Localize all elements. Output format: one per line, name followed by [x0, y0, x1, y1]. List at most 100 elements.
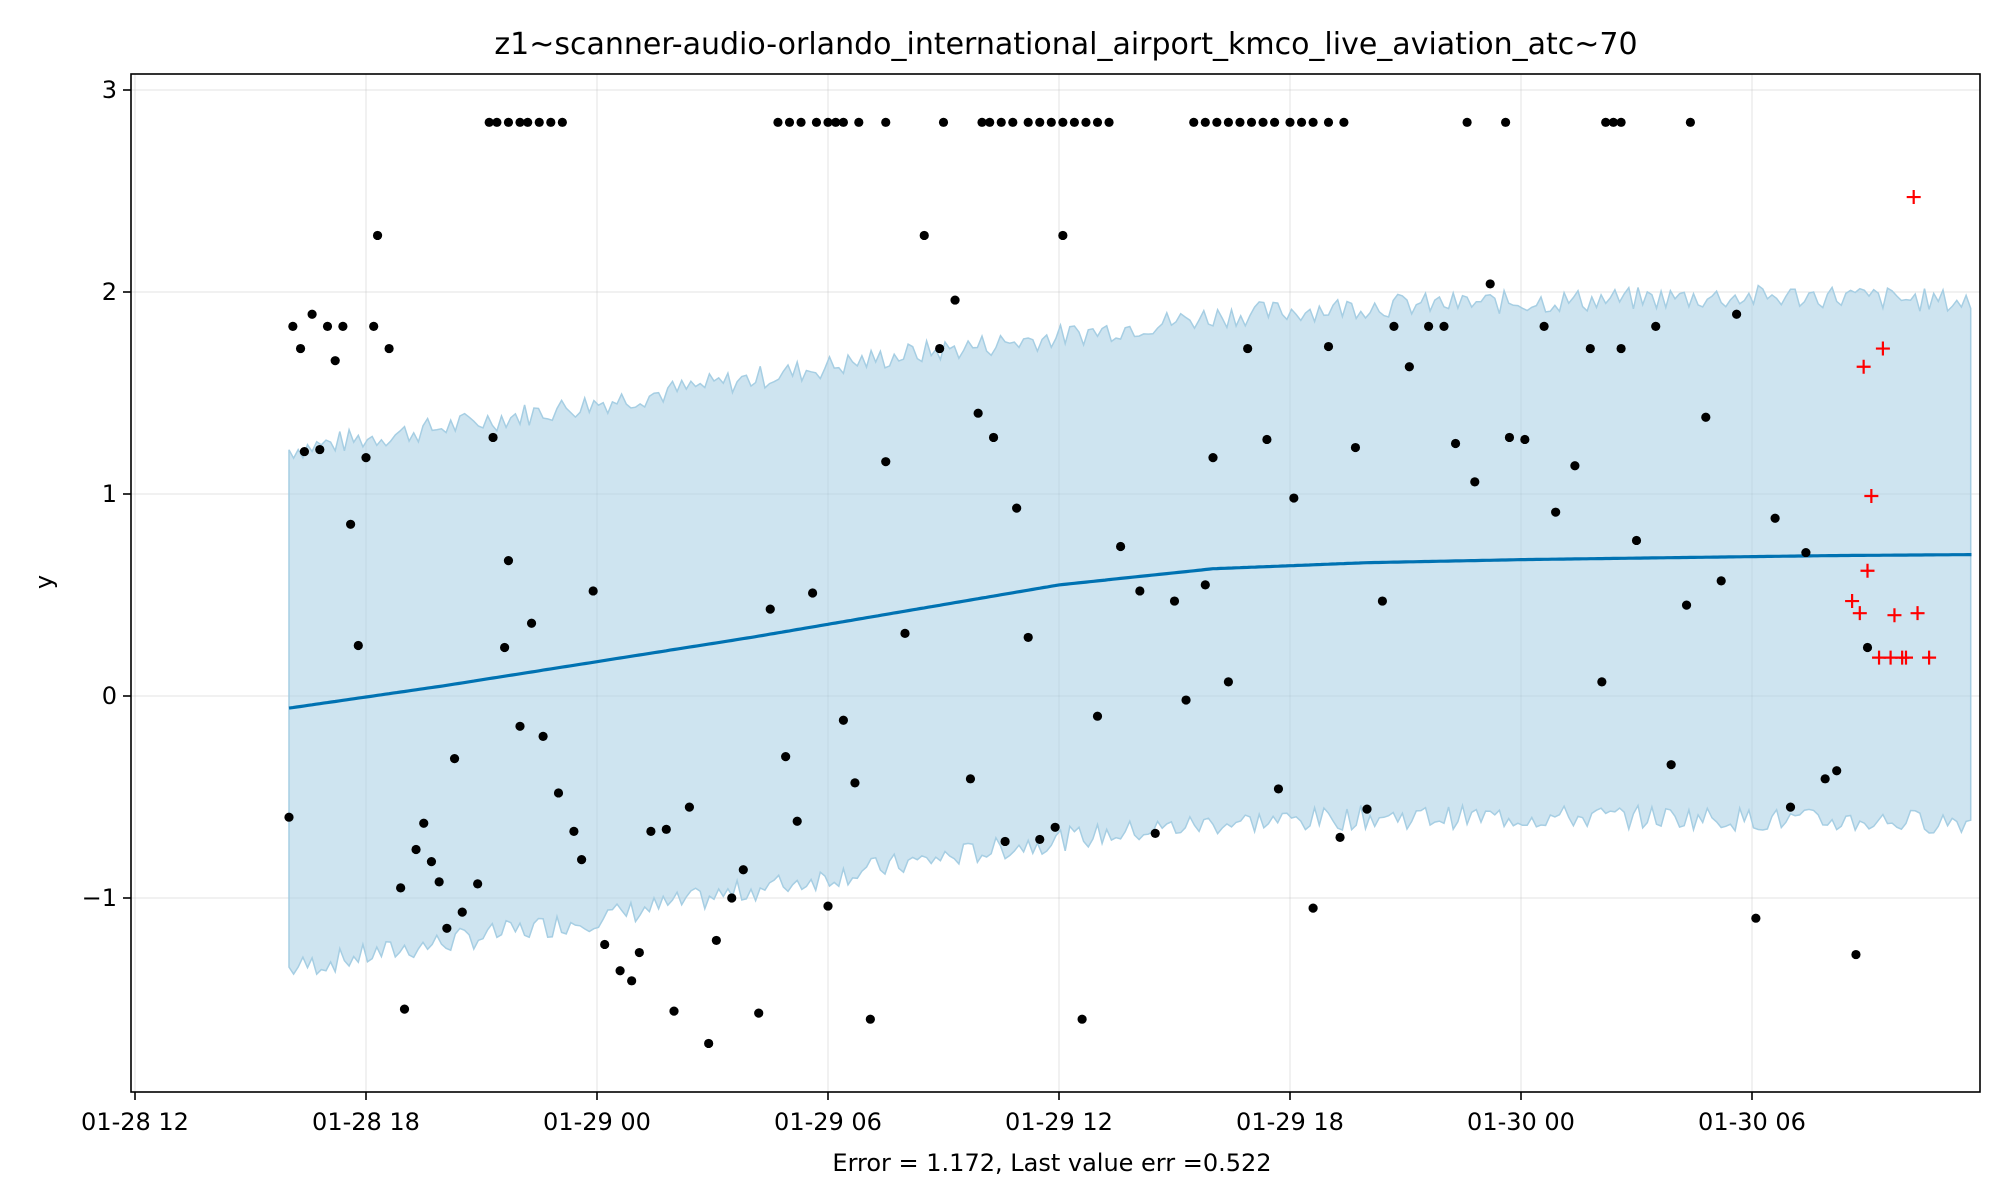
observed-point	[534, 117, 544, 127]
observed-point	[1058, 230, 1068, 241]
observed-point	[1716, 576, 1726, 586]
observed-point	[1035, 834, 1045, 845]
observed-point	[442, 923, 452, 933]
observed-point	[315, 444, 325, 455]
observed-point	[1323, 341, 1334, 352]
x-tick-label: 01-29 06	[774, 1108, 882, 1136]
observed-point	[838, 117, 849, 127]
holdout-marker	[1906, 190, 1921, 205]
observed-point	[1135, 586, 1145, 596]
observed-point	[1801, 547, 1811, 558]
observed-point	[1666, 760, 1676, 770]
observed-point	[449, 754, 460, 764]
observed-point	[1862, 642, 1873, 653]
observed-point	[1308, 117, 1318, 127]
holdout-marker	[1875, 341, 1890, 356]
y-tick-label: 1	[102, 480, 117, 508]
observed-point	[1616, 343, 1626, 354]
observed-point	[500, 642, 510, 653]
observed-point	[1008, 117, 1018, 127]
observed-point	[1081, 117, 1091, 127]
observed-point	[1273, 784, 1284, 794]
chart-title: z1~scanner-audio-orlando_international_a…	[494, 27, 1637, 62]
observed-point	[900, 628, 910, 638]
observed-point	[346, 519, 356, 529]
observed-point	[411, 844, 421, 855]
observed-point	[1820, 774, 1830, 784]
uncertainty-band	[288, 284, 1972, 976]
observed-point	[738, 865, 748, 875]
observed-point	[1092, 117, 1103, 127]
observed-point	[307, 309, 317, 319]
observed-point	[1485, 279, 1495, 289]
observed-point	[796, 117, 806, 127]
observed-point	[492, 117, 502, 127]
x-axis-label: Error = 1.172, Last value err =0.522	[832, 1149, 1271, 1177]
observed-point	[1450, 438, 1461, 449]
observed-point	[1601, 117, 1611, 127]
observed-point	[1751, 913, 1761, 923]
observed-point	[1570, 461, 1580, 471]
observed-point	[557, 117, 567, 127]
observed-point	[996, 117, 1006, 127]
holdout-marker	[1887, 608, 1902, 623]
observed-point	[792, 816, 802, 826]
observed-point	[295, 343, 306, 354]
axes-frame	[130, 73, 1981, 1093]
observed-point	[881, 457, 891, 467]
observed-point	[1439, 321, 1449, 331]
observed-point	[299, 446, 309, 457]
observed-point	[854, 117, 864, 127]
observed-point	[711, 935, 721, 946]
observed-point	[1377, 596, 1387, 606]
observed-point	[1035, 117, 1045, 127]
observed-point	[1832, 766, 1842, 776]
observed-point	[569, 826, 579, 836]
observed-point	[811, 117, 822, 127]
observed-point	[1104, 117, 1114, 127]
observed-point	[1069, 117, 1079, 127]
observed-point	[488, 432, 498, 443]
observed-point	[1323, 117, 1334, 127]
observed-point	[627, 976, 637, 986]
plot-area: 01-28 12 01-28 18 01-29 00 01-29 06 01-29 12…	[81, 73, 1981, 1136]
observed-point	[1785, 802, 1796, 812]
observed-point	[1362, 804, 1372, 814]
x-tick-label: 01-29 00	[543, 1108, 651, 1136]
observed-point	[985, 117, 995, 127]
holdout-marker	[1856, 359, 1871, 374]
observed-point	[1200, 117, 1210, 127]
observed-point	[434, 877, 444, 887]
observed-point	[1539, 321, 1549, 331]
observed-point	[704, 1038, 714, 1049]
observed-point	[965, 774, 976, 784]
observed-point	[1389, 321, 1399, 331]
observed-point	[634, 947, 644, 958]
observed-point	[881, 117, 891, 127]
observed-point	[838, 715, 849, 725]
observed-point	[1462, 117, 1472, 127]
observed-point	[1631, 535, 1642, 546]
observed-point	[503, 117, 514, 127]
observed-point	[938, 117, 949, 127]
observed-point	[1092, 711, 1103, 721]
observed-point	[338, 321, 348, 331]
observed-point	[823, 901, 833, 911]
observed-point	[1077, 1014, 1087, 1024]
observed-point	[1585, 343, 1595, 354]
observed-point	[850, 778, 860, 788]
observed-point	[1270, 117, 1280, 127]
observed-point	[1350, 442, 1361, 453]
observed-point	[1608, 117, 1618, 127]
observed-point	[1258, 117, 1268, 127]
observed-point	[1116, 541, 1126, 552]
observed-point	[669, 1006, 679, 1016]
observed-point	[988, 432, 999, 443]
holdout-marker	[1860, 563, 1875, 578]
observed-point	[1169, 596, 1180, 606]
observed-point	[808, 588, 818, 598]
observed-point	[754, 1008, 764, 1018]
observed-point	[1200, 580, 1210, 590]
observed-point	[781, 752, 791, 762]
observed-point	[1285, 117, 1295, 127]
